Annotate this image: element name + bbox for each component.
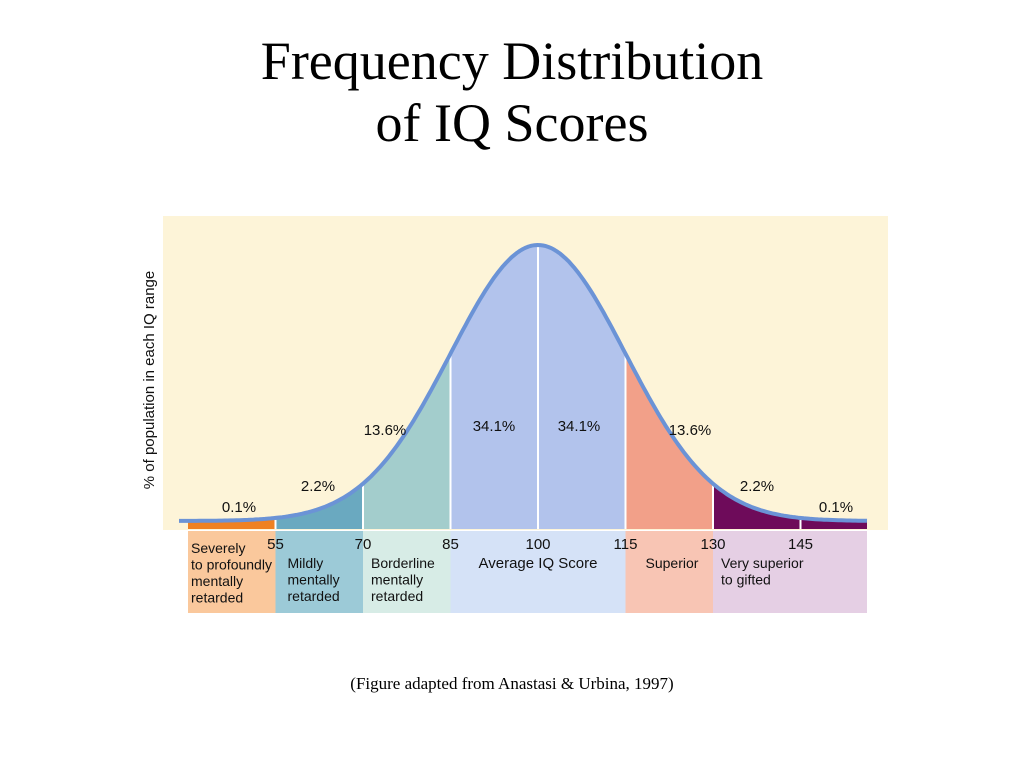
category-box-5 bbox=[625, 531, 713, 613]
tick-label-100: 100 bbox=[525, 536, 550, 553]
category-label-2-line-3: retarded bbox=[288, 588, 340, 604]
percent-label-4: 34.1% bbox=[473, 418, 516, 435]
title-line-1: Frequency Distribution bbox=[260, 31, 764, 91]
category-box-6 bbox=[713, 531, 867, 613]
category-box-1 bbox=[188, 531, 276, 613]
category-label-1-line-1: Severely bbox=[191, 540, 245, 556]
category-label-2-line-2: mentally bbox=[288, 572, 340, 588]
category-box-3 bbox=[363, 531, 451, 613]
percent-label-3: 13.6% bbox=[364, 422, 407, 439]
percent-label-6: 13.6% bbox=[669, 422, 712, 439]
category-label-3-line-2: mentally bbox=[371, 572, 423, 588]
band-area-7 bbox=[713, 483, 801, 529]
category-label-6-line-2: to gifted bbox=[721, 572, 771, 588]
title-line-2: of IQ Scores bbox=[375, 93, 649, 153]
percent-label-5: 34.1% bbox=[558, 418, 601, 435]
y-axis-label: % of population in each IQ range bbox=[141, 271, 158, 489]
category-label-3-line-1: Borderline bbox=[371, 555, 435, 571]
distribution-curve bbox=[179, 243, 868, 523]
tick-label-85: 85 bbox=[442, 536, 459, 553]
category-box-2 bbox=[275, 531, 363, 613]
category-label-1-line-2: to profoundly bbox=[191, 557, 272, 573]
category-label-1-line-4: retarded bbox=[191, 590, 243, 606]
tick-label-115: 115 bbox=[614, 536, 638, 553]
category-label-2-line-1: Mildly bbox=[288, 555, 324, 571]
tick-label-130: 130 bbox=[700, 536, 725, 553]
category-box-4 bbox=[450, 531, 626, 613]
percent-label-7: 2.2% bbox=[740, 478, 774, 495]
percent-label-1: 0.1% bbox=[222, 499, 256, 516]
figure-caption: (Figure adapted from Anastasi & Urbina, … bbox=[350, 674, 674, 693]
tick-label-70: 70 bbox=[355, 536, 372, 553]
category-label-3-line-3: retarded bbox=[371, 588, 423, 604]
page-title: Frequency Distribution of IQ Scores bbox=[0, 30, 1024, 154]
percent-label-2: 2.2% bbox=[301, 478, 335, 495]
category-label-5-line-1: Superior bbox=[646, 555, 699, 571]
percent-label-8: 0.1% bbox=[819, 499, 853, 516]
tick-label-55: 55 bbox=[267, 536, 284, 553]
category-label-1-line-3: mentally bbox=[191, 573, 243, 589]
x-axis-label: Average IQ Score bbox=[479, 555, 598, 572]
tick-label-145: 145 bbox=[788, 536, 813, 553]
category-label-6-line-1: Very superior bbox=[721, 555, 804, 571]
band-area-2 bbox=[275, 483, 363, 529]
